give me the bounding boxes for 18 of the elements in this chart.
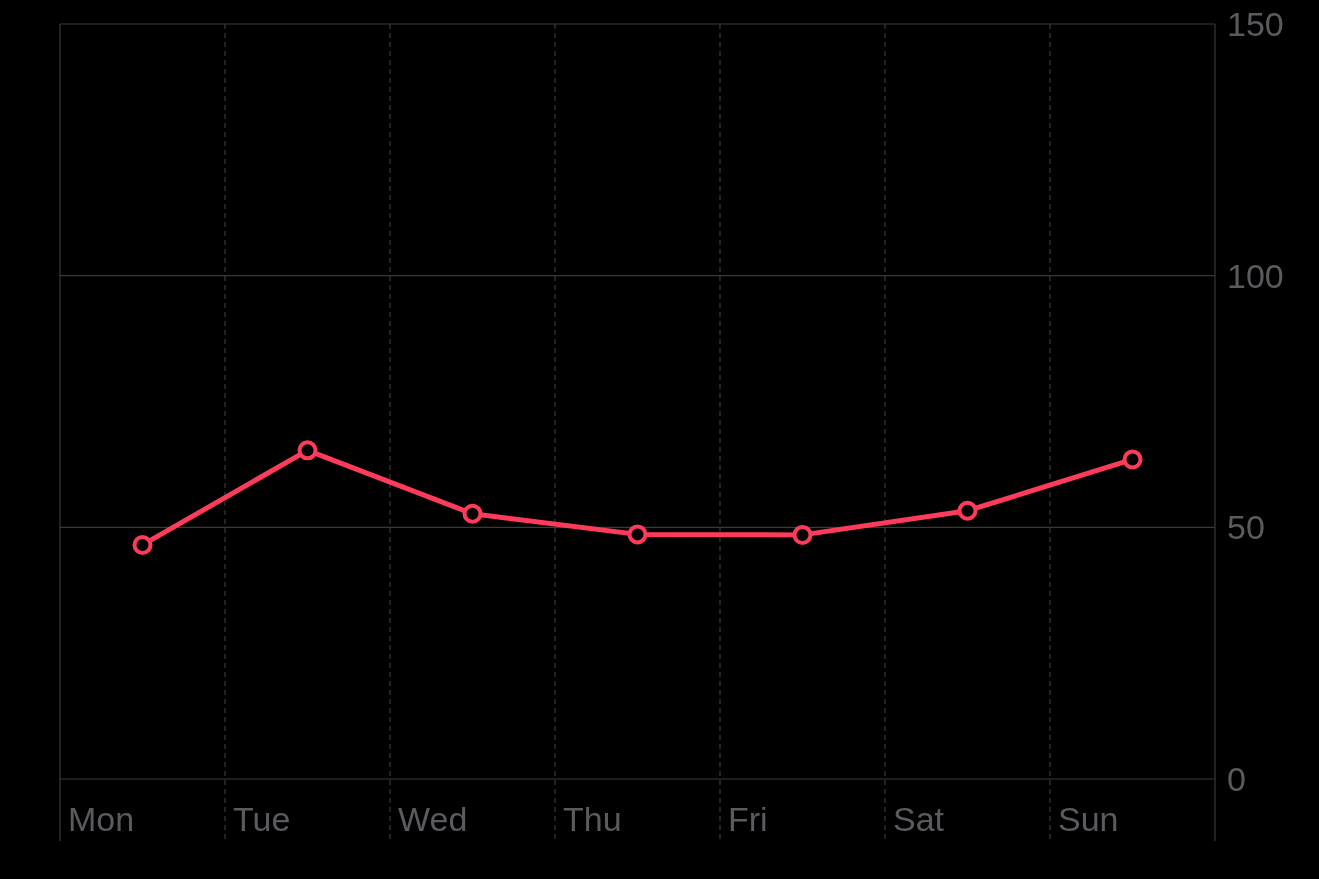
x-tick-label: Sun bbox=[1058, 800, 1119, 838]
x-tick-label: Fri bbox=[728, 800, 768, 838]
point bbox=[792, 524, 813, 545]
y-tick-label: 0 bbox=[1227, 759, 1246, 798]
y-tick-label: 100 bbox=[1227, 256, 1284, 295]
x-tick-label: Wed bbox=[398, 800, 468, 838]
point bbox=[132, 534, 153, 555]
x-tick-label: Sat bbox=[893, 800, 945, 838]
x-tick-label: Thu bbox=[563, 800, 622, 838]
x-tick-label: Tue bbox=[233, 800, 291, 838]
y-tick-label: 150 bbox=[1227, 4, 1284, 43]
x-tick-label: Mon bbox=[68, 800, 135, 838]
point bbox=[462, 503, 483, 524]
y-tick-label: 50 bbox=[1227, 508, 1265, 547]
point bbox=[1122, 449, 1143, 470]
point bbox=[627, 524, 648, 545]
point bbox=[297, 440, 318, 461]
point bbox=[957, 500, 978, 521]
